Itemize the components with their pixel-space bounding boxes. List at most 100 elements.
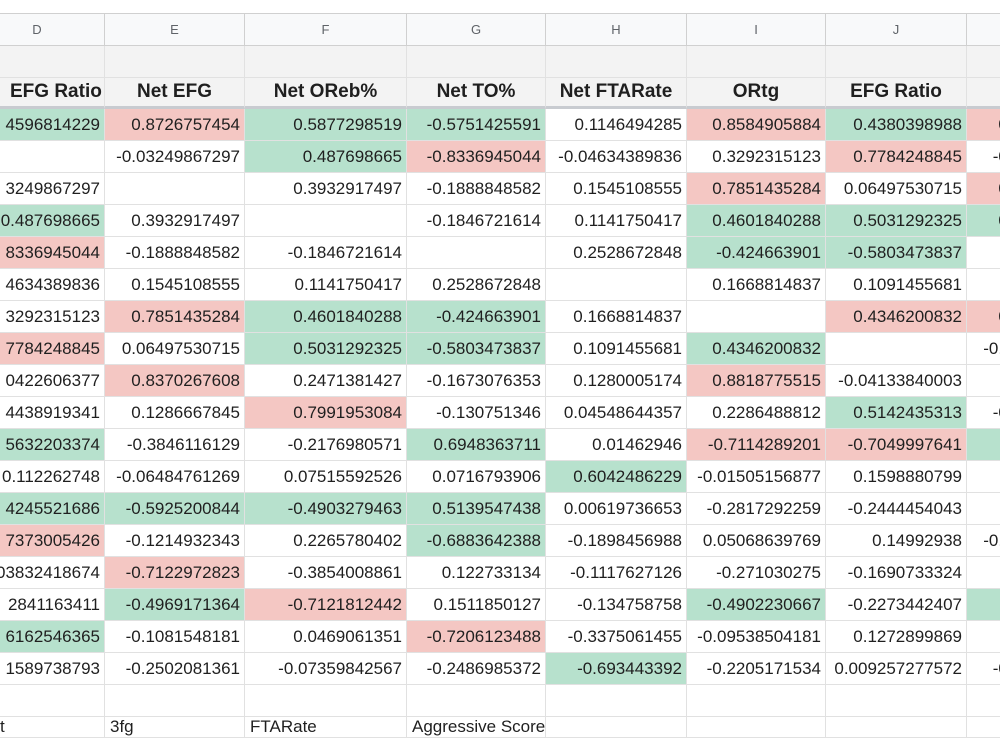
label-cell[interactable] [967, 717, 1000, 738]
data-cell[interactable]: -0.4902230667 [687, 589, 826, 621]
data-cell[interactable] [687, 301, 826, 333]
data-cell[interactable]: 4634389836 [0, 269, 105, 301]
data-cell[interactable]: 1589738793 [0, 653, 105, 685]
data-cell[interactable]: 0.1545108555 [546, 173, 687, 205]
data-cell[interactable]: 0.1511850127 [407, 589, 546, 621]
data-cell[interactable]: 0.009257277572 [826, 653, 967, 685]
label-cell[interactable]: t [0, 717, 105, 738]
data-cell[interactable]: 0.0469061351 [245, 621, 407, 653]
data-cell[interactable]: -0.2502081361 [105, 653, 245, 685]
data-cell[interactable]: -0.5925200844 [105, 493, 245, 525]
data-cell[interactable] [546, 269, 687, 301]
data-cell[interactable]: 0.5139547438 [407, 493, 546, 525]
data-cell[interactable]: 0.4346200832 [687, 333, 826, 365]
empty-cell[interactable] [826, 685, 967, 717]
data-cell[interactable]: 0.1545108555 [105, 269, 245, 301]
data-cell[interactable]: -0.7049997641 [826, 429, 967, 461]
label-cell[interactable]: FTARate [245, 717, 407, 738]
empty-cell[interactable] [407, 46, 546, 78]
data-cell[interactable]: -0.1888848582 [105, 237, 245, 269]
data-cell[interactable]: 0.4601840288 [245, 301, 407, 333]
data-cell[interactable]: 0.1146494285 [546, 109, 687, 141]
data-cell[interactable]: 0.06497530715 [105, 333, 245, 365]
data-cell[interactable]: -0 [967, 557, 1000, 589]
data-cell[interactable]: 0.1272899869 [826, 621, 967, 653]
data-cell[interactable]: 0.2265780402 [245, 525, 407, 557]
data-cell[interactable]: -0.04634389836 [546, 141, 687, 173]
data-cell[interactable]: -0. [967, 589, 1000, 621]
empty-cell[interactable] [105, 685, 245, 717]
data-cell[interactable]: -0.04 [967, 333, 1000, 365]
data-cell[interactable]: 0.1091455681 [826, 269, 967, 301]
data-cell[interactable]: 0.14992938 [826, 525, 967, 557]
data-cell[interactable]: -0.5803473837 [826, 237, 967, 269]
data-cell[interactable]: -0. [967, 621, 1000, 653]
data-cell[interactable]: 0.5142435313 [826, 397, 967, 429]
data-cell[interactable]: 4596814229 [0, 109, 105, 141]
empty-cell[interactable] [245, 685, 407, 717]
data-cell[interactable]: 0.6948363711 [407, 429, 546, 461]
data-cell[interactable]: -0.271030275 [687, 557, 826, 589]
data-cell[interactable]: -0.424663901 [687, 237, 826, 269]
data-cell[interactable]: 7373005426 [0, 525, 105, 557]
data-cell[interactable]: -0.8336945044 [407, 141, 546, 173]
data-cell[interactable]: 7784248845 [0, 333, 105, 365]
data-cell[interactable]: -0.4969171364 [105, 589, 245, 621]
data-cell[interactable]: 0.3292315123 [687, 141, 826, 173]
empty-cell[interactable] [0, 46, 105, 78]
data-cell[interactable]: -0.6883642388 [407, 525, 546, 557]
data-cell[interactable] [967, 365, 1000, 397]
data-cell[interactable]: -0.1898456988 [546, 525, 687, 557]
data-cell[interactable]: 0.5031292325 [245, 333, 407, 365]
data-cell[interactable]: 0.2528672848 [546, 237, 687, 269]
data-cell[interactable]: -0.3846116129 [105, 429, 245, 461]
data-cell[interactable]: -0.09538504181 [687, 621, 826, 653]
data-cell[interactable]: -0.693443392 [546, 653, 687, 685]
column-header-k[interactable] [967, 13, 1000, 46]
empty-cell[interactable] [546, 685, 687, 717]
data-cell[interactable] [245, 205, 407, 237]
column-header-f[interactable]: F [245, 13, 407, 46]
data-cell[interactable]: 4245521686 [0, 493, 105, 525]
data-cell[interactable] [407, 237, 546, 269]
label-cell[interactable] [826, 717, 967, 738]
data-cell[interactable]: -0.7114289201 [687, 429, 826, 461]
column-header-i[interactable]: I [687, 13, 826, 46]
data-cell[interactable]: 0.05068639769 [687, 525, 826, 557]
data-cell[interactable]: 03832418674 [0, 557, 105, 589]
data-cell[interactable]: 0.2471381427 [245, 365, 407, 397]
data-cell[interactable]: -0.134758758 [546, 589, 687, 621]
data-cell[interactable]: 0.6042486229 [546, 461, 687, 493]
data-cell[interactable]: -0.7121812442 [245, 589, 407, 621]
data-cell[interactable]: 2841163411 [0, 589, 105, 621]
data-cell[interactable]: -0.1214932343 [105, 525, 245, 557]
data-cell[interactable]: 0.2 [967, 205, 1000, 237]
data-cell[interactable]: 0.112262748 [0, 461, 105, 493]
data-cell[interactable]: 0.0716793906 [407, 461, 546, 493]
data-cell[interactable]: 8336945044 [0, 237, 105, 269]
data-cell[interactable]: -0.0 [967, 141, 1000, 173]
data-cell[interactable]: 0.1091455681 [546, 333, 687, 365]
data-cell[interactable]: -0.2817292259 [687, 493, 826, 525]
data-cell[interactable]: 0.00619736653 [546, 493, 687, 525]
data-cell[interactable]: -0. [967, 429, 1000, 461]
column-header-g[interactable]: G [407, 13, 546, 46]
data-cell[interactable]: 0. [967, 461, 1000, 493]
data-cell[interactable]: -0.04133840003 [826, 365, 967, 397]
data-cell[interactable]: 4438919341 [0, 397, 105, 429]
data-cell[interactable] [0, 141, 105, 173]
data-cell[interactable]: 0.8 [967, 301, 1000, 333]
data-cell[interactable]: 6162546365 [0, 621, 105, 653]
data-cell[interactable]: -0.0 [967, 397, 1000, 429]
data-cell[interactable]: -0.3854008861 [245, 557, 407, 589]
data-cell[interactable]: -0.1846721614 [245, 237, 407, 269]
label-cell[interactable] [546, 717, 687, 738]
data-cell[interactable]: 0.8726757454 [105, 109, 245, 141]
header-cell[interactable]: ORtg [687, 78, 826, 109]
data-cell[interactable]: 0.1141750417 [245, 269, 407, 301]
empty-cell[interactable] [105, 46, 245, 78]
column-header-e[interactable]: E [105, 13, 245, 46]
data-cell[interactable]: -0.130751346 [407, 397, 546, 429]
data-cell[interactable]: 0.7991953084 [245, 397, 407, 429]
empty-cell[interactable] [687, 685, 826, 717]
